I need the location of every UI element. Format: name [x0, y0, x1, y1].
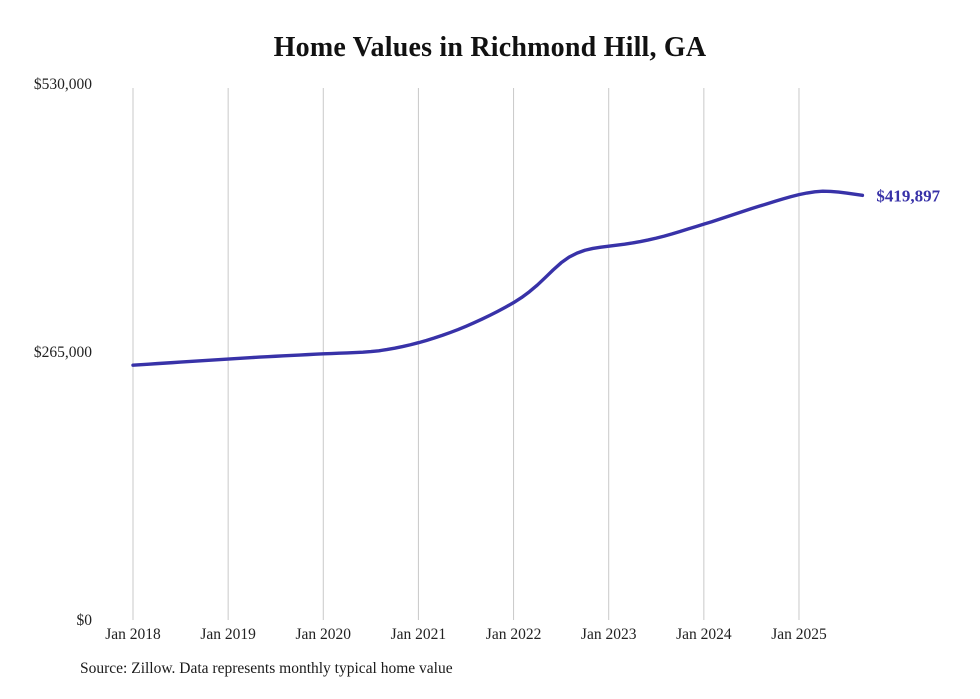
x-tick-jan-2018: Jan 2018 — [105, 626, 161, 643]
y-tick-1: $265,000 — [34, 344, 92, 361]
x-axis-tick-labels: Jan 2018 Jan 2019 Jan 2020 Jan 2021 Jan 2022… — [105, 626, 827, 643]
x-tick-jan-2019: Jan 2019 — [200, 626, 256, 643]
source-note: Source: Zillow. Data represents monthly … — [80, 660, 453, 677]
annotation-layer: $419,897 — [876, 186, 940, 205]
y-axis-tick-labels: $0 $265,000 $530,000 — [34, 76, 92, 629]
x-tick-jan-2022: Jan 2022 — [486, 626, 542, 643]
y-tick-0: $0 — [77, 612, 93, 629]
x-tick-jan-2025: Jan 2025 — [771, 626, 827, 643]
home-value-line — [131, 189, 865, 367]
y-tick-2: $530,000 — [34, 76, 92, 93]
x-tick-jan-2024: Jan 2024 — [676, 626, 732, 643]
chart-title: Home Values in Richmond Hill, GA — [273, 32, 707, 63]
x-tick-jan-2021: Jan 2021 — [391, 626, 447, 643]
vertical-gridlines — [132, 88, 800, 620]
end-value-label: $419,897 — [876, 186, 940, 205]
series-layer — [131, 189, 865, 367]
x-tick-jan-2023: Jan 2023 — [581, 626, 637, 643]
x-tick-jan-2020: Jan 2020 — [296, 626, 352, 643]
